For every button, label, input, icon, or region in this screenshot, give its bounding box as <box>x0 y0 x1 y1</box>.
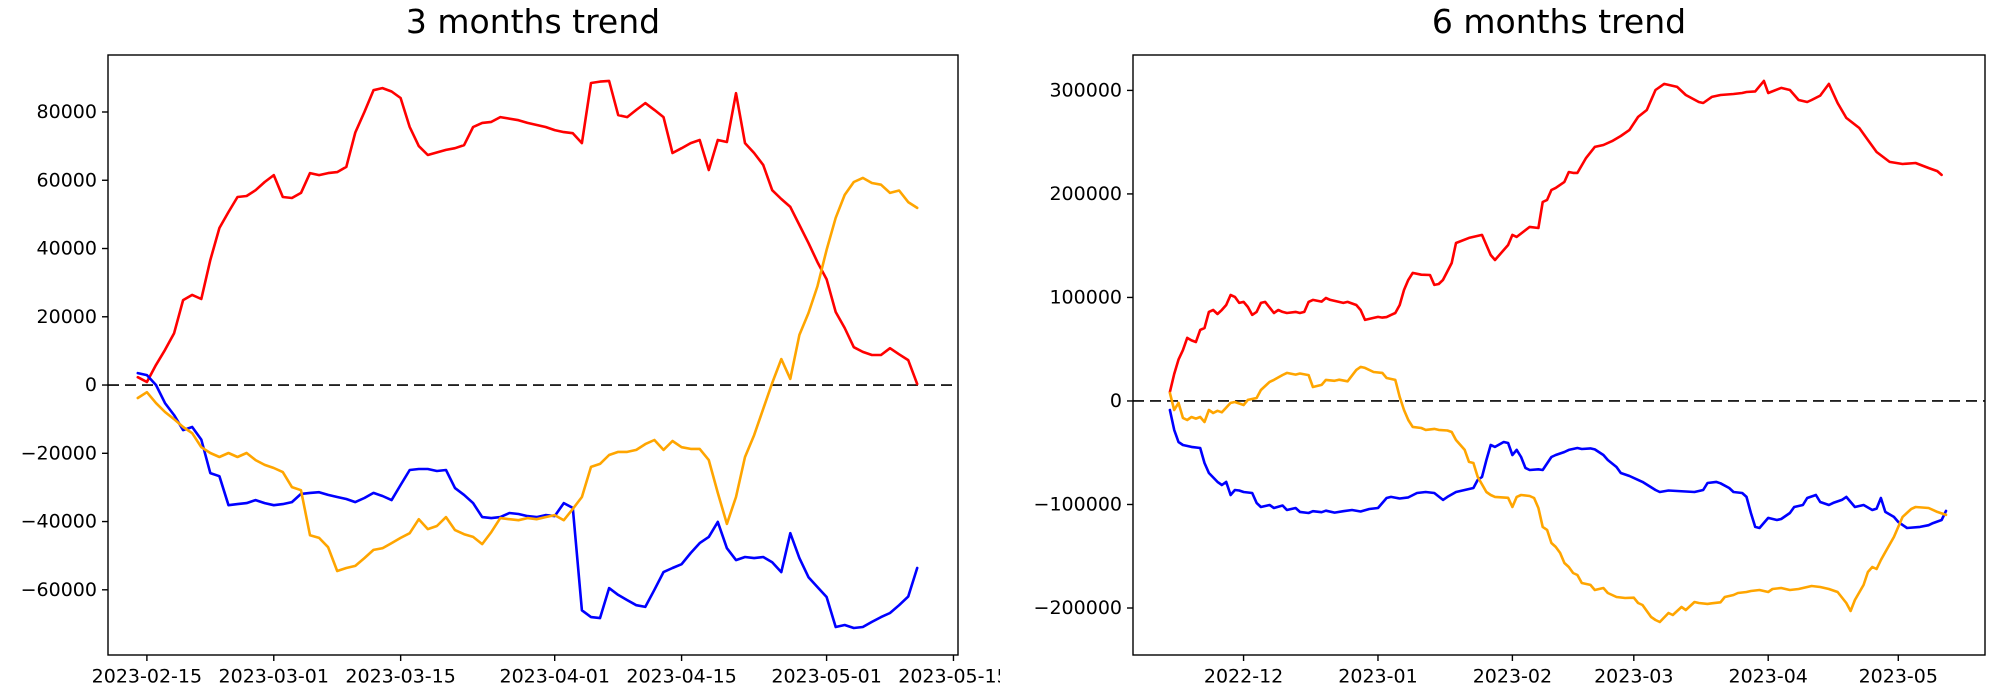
x-tick-label: 2023-03-01 <box>219 666 329 688</box>
x-tick-label: 2023-02 <box>1473 666 1552 688</box>
plot-border <box>107 54 959 656</box>
y-tick-label: 80000 <box>37 101 97 123</box>
series-line-red <box>136 79 919 386</box>
x-tick-label: 2023-05-01 <box>771 666 881 688</box>
x-tick-label: 2023-05-15 <box>898 666 1000 688</box>
x-tick-label: 2023-04 <box>1729 666 1808 688</box>
x-tick-label: 2023-03-15 <box>345 666 455 688</box>
series-line-orange <box>136 176 919 573</box>
y-tick-label: 300000 <box>1049 79 1122 101</box>
y-tick-label: 20000 <box>37 306 97 328</box>
x-tick-label: 2022-12 <box>1204 666 1283 688</box>
series-line-blue <box>136 371 919 630</box>
series-line-red <box>1168 79 1943 394</box>
x-tick-label: 2023-04-01 <box>500 666 610 688</box>
y-tick-label: −200000 <box>1034 597 1122 619</box>
y-tick-label: 0 <box>85 374 97 396</box>
x-tick-label: 2023-05 <box>1859 666 1938 688</box>
chart-plot-6-months: 2022-12 2023-01 2023-02 2023-03 2023-04 2023-… <box>1034 54 1986 688</box>
chart-title-6-months: 6 months trend <box>1431 2 1687 41</box>
chart-6-months-trend: 6 months trend 2022-12 2023-01 2023-02 2023… <box>1000 0 2000 700</box>
chart-title-3-months: 3 months trend <box>405 2 661 41</box>
y-tick-label: 60000 <box>37 169 97 191</box>
y-tick-label: 40000 <box>37 238 97 260</box>
y-tick-label: −20000 <box>21 442 97 464</box>
chart-3-months-trend: 3 months trend 2023-02-15 2023-03-01 2023-… <box>21 2 1000 688</box>
chart-plot-3-months: 2023-02-15 2023-03-01 2023-03-15 2023-04-01… <box>21 54 1000 688</box>
series-line-orange <box>1168 365 1948 624</box>
y-tick-label: 200000 <box>1049 183 1122 205</box>
plot-border <box>1132 54 1986 656</box>
y-tick-label: −40000 <box>21 511 97 533</box>
x-tick-label: 2023-02-15 <box>92 666 202 688</box>
x-tick-label: 2023-04-15 <box>626 666 736 688</box>
x-tick-label: 2023-03 <box>1594 666 1673 688</box>
x-tick-label: 2023-01 <box>1338 666 1417 688</box>
y-tick-label: −60000 <box>21 579 97 601</box>
y-tick-label: 0 <box>1110 390 1122 412</box>
y-tick-label: 100000 <box>1049 286 1122 308</box>
y-tick-label: −100000 <box>1034 493 1122 515</box>
series-line-blue <box>1168 408 1948 530</box>
